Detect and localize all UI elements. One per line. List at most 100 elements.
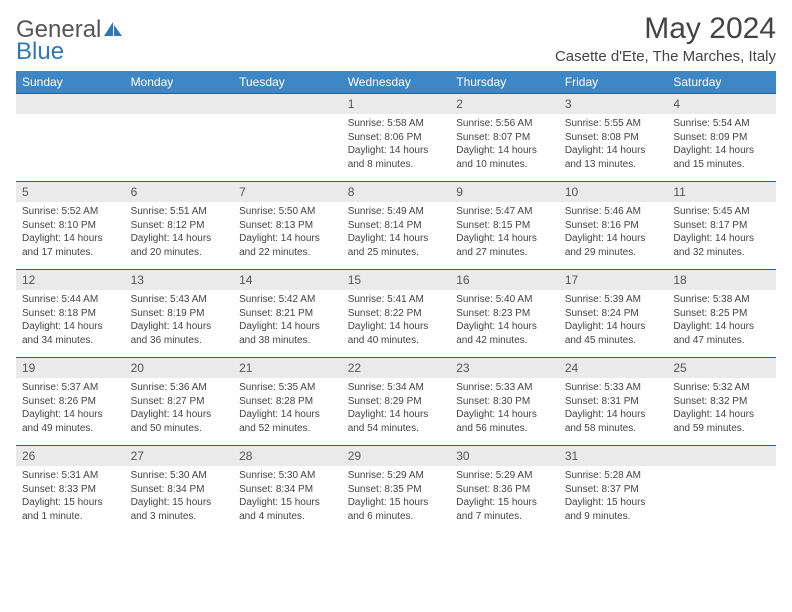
day-body: Sunrise: 5:42 AMSunset: 8:21 PMDaylight:…: [233, 290, 342, 351]
day-line: Sunrise: 5:30 AM: [239, 469, 336, 483]
calendar-cell: 11Sunrise: 5:45 AMSunset: 8:17 PMDayligh…: [667, 181, 776, 269]
day-body: Sunrise: 5:33 AMSunset: 8:30 PMDaylight:…: [450, 378, 559, 439]
day-header: Monday: [125, 71, 234, 93]
calendar-cell: 6Sunrise: 5:51 AMSunset: 8:12 PMDaylight…: [125, 181, 234, 269]
day-line: Daylight: 14 hours and 15 minutes.: [673, 144, 770, 171]
day-number: 3: [559, 93, 668, 114]
day-body: Sunrise: 5:40 AMSunset: 8:23 PMDaylight:…: [450, 290, 559, 351]
day-line: Sunset: 8:28 PM: [239, 395, 336, 409]
day-line: Sunrise: 5:28 AM: [565, 469, 662, 483]
day-line: Daylight: 14 hours and 56 minutes.: [456, 408, 553, 435]
day-number: 14: [233, 269, 342, 290]
day-header: Friday: [559, 71, 668, 93]
day-number: 18: [667, 269, 776, 290]
day-line: Daylight: 14 hours and 17 minutes.: [22, 232, 119, 259]
day-line: Sunrise: 5:45 AM: [673, 205, 770, 219]
day-body: Sunrise: 5:30 AMSunset: 8:34 PMDaylight:…: [125, 466, 234, 527]
calendar-cell: 17Sunrise: 5:39 AMSunset: 8:24 PMDayligh…: [559, 269, 668, 357]
day-number: 4: [667, 93, 776, 114]
day-line: Sunset: 8:12 PM: [131, 219, 228, 233]
day-number: [233, 93, 342, 114]
day-number: 26: [16, 445, 125, 466]
logo-text-blue: Blue: [16, 40, 123, 64]
day-number: 21: [233, 357, 342, 378]
day-header: Sunday: [16, 71, 125, 93]
day-line: Sunset: 8:34 PM: [239, 483, 336, 497]
day-line: Sunrise: 5:44 AM: [22, 293, 119, 307]
day-line: Sunrise: 5:33 AM: [565, 381, 662, 395]
day-line: Daylight: 15 hours and 4 minutes.: [239, 496, 336, 523]
day-header: Saturday: [667, 71, 776, 93]
day-header-row: SundayMondayTuesdayWednesdayThursdayFrid…: [16, 71, 776, 93]
day-body: Sunrise: 5:45 AMSunset: 8:17 PMDaylight:…: [667, 202, 776, 263]
day-line: Daylight: 14 hours and 40 minutes.: [348, 320, 445, 347]
day-number: 20: [125, 357, 234, 378]
day-line: Daylight: 14 hours and 49 minutes.: [22, 408, 119, 435]
day-line: Sunset: 8:17 PM: [673, 219, 770, 233]
day-line: Sunset: 8:21 PM: [239, 307, 336, 321]
day-line: Daylight: 14 hours and 58 minutes.: [565, 408, 662, 435]
day-number: 31: [559, 445, 668, 466]
day-line: Sunrise: 5:38 AM: [673, 293, 770, 307]
day-line: Sunrise: 5:37 AM: [22, 381, 119, 395]
day-number: 29: [342, 445, 451, 466]
day-line: Daylight: 14 hours and 8 minutes.: [348, 144, 445, 171]
day-body: Sunrise: 5:38 AMSunset: 8:25 PMDaylight:…: [667, 290, 776, 351]
calendar-cell: 2Sunrise: 5:56 AMSunset: 8:07 PMDaylight…: [450, 93, 559, 181]
day-line: Daylight: 14 hours and 54 minutes.: [348, 408, 445, 435]
calendar-cell: 23Sunrise: 5:33 AMSunset: 8:30 PMDayligh…: [450, 357, 559, 445]
day-body: Sunrise: 5:31 AMSunset: 8:33 PMDaylight:…: [16, 466, 125, 527]
day-line: Sunrise: 5:51 AM: [131, 205, 228, 219]
logo: GeneralBlue: [16, 12, 123, 64]
day-body: Sunrise: 5:52 AMSunset: 8:10 PMDaylight:…: [16, 202, 125, 263]
day-line: Sunset: 8:36 PM: [456, 483, 553, 497]
calendar-table: SundayMondayTuesdayWednesdayThursdayFrid…: [16, 71, 776, 533]
sail-icon: [103, 21, 123, 37]
day-line: Sunrise: 5:49 AM: [348, 205, 445, 219]
day-header: Tuesday: [233, 71, 342, 93]
day-line: Sunrise: 5:40 AM: [456, 293, 553, 307]
calendar-cell: [16, 93, 125, 181]
day-number: 6: [125, 181, 234, 202]
day-line: Sunset: 8:19 PM: [131, 307, 228, 321]
day-line: Sunrise: 5:32 AM: [673, 381, 770, 395]
calendar-week-row: 12Sunrise: 5:44 AMSunset: 8:18 PMDayligh…: [16, 269, 776, 357]
day-line: Daylight: 14 hours and 52 minutes.: [239, 408, 336, 435]
day-body: Sunrise: 5:30 AMSunset: 8:34 PMDaylight:…: [233, 466, 342, 527]
day-line: Sunset: 8:27 PM: [131, 395, 228, 409]
day-number: 22: [342, 357, 451, 378]
calendar-cell: 27Sunrise: 5:30 AMSunset: 8:34 PMDayligh…: [125, 445, 234, 533]
day-body: Sunrise: 5:55 AMSunset: 8:08 PMDaylight:…: [559, 114, 668, 175]
day-line: Daylight: 14 hours and 59 minutes.: [673, 408, 770, 435]
day-line: Sunset: 8:15 PM: [456, 219, 553, 233]
calendar-week-row: 5Sunrise: 5:52 AMSunset: 8:10 PMDaylight…: [16, 181, 776, 269]
day-number: [667, 445, 776, 466]
day-line: Sunset: 8:31 PM: [565, 395, 662, 409]
day-line: Sunrise: 5:56 AM: [456, 117, 553, 131]
calendar-cell: 19Sunrise: 5:37 AMSunset: 8:26 PMDayligh…: [16, 357, 125, 445]
day-body: Sunrise: 5:36 AMSunset: 8:27 PMDaylight:…: [125, 378, 234, 439]
day-line: Daylight: 15 hours and 6 minutes.: [348, 496, 445, 523]
day-number: 16: [450, 269, 559, 290]
calendar-cell: [125, 93, 234, 181]
calendar-cell: 13Sunrise: 5:43 AMSunset: 8:19 PMDayligh…: [125, 269, 234, 357]
day-line: Daylight: 15 hours and 1 minute.: [22, 496, 119, 523]
location-label: Casette d'Ete, The Marches, Italy: [555, 48, 776, 65]
day-body: Sunrise: 5:46 AMSunset: 8:16 PMDaylight:…: [559, 202, 668, 263]
day-number: 8: [342, 181, 451, 202]
day-line: Sunset: 8:10 PM: [22, 219, 119, 233]
day-body: Sunrise: 5:39 AMSunset: 8:24 PMDaylight:…: [559, 290, 668, 351]
day-body: Sunrise: 5:41 AMSunset: 8:22 PMDaylight:…: [342, 290, 451, 351]
day-line: Daylight: 14 hours and 27 minutes.: [456, 232, 553, 259]
day-line: Sunrise: 5:52 AM: [22, 205, 119, 219]
day-body: Sunrise: 5:33 AMSunset: 8:31 PMDaylight:…: [559, 378, 668, 439]
calendar-cell: 21Sunrise: 5:35 AMSunset: 8:28 PMDayligh…: [233, 357, 342, 445]
day-line: Sunrise: 5:50 AM: [239, 205, 336, 219]
calendar-cell: 3Sunrise: 5:55 AMSunset: 8:08 PMDaylight…: [559, 93, 668, 181]
day-body: Sunrise: 5:43 AMSunset: 8:19 PMDaylight:…: [125, 290, 234, 351]
calendar-cell: 15Sunrise: 5:41 AMSunset: 8:22 PMDayligh…: [342, 269, 451, 357]
day-body: Sunrise: 5:44 AMSunset: 8:18 PMDaylight:…: [16, 290, 125, 351]
day-number: 27: [125, 445, 234, 466]
day-number: 7: [233, 181, 342, 202]
calendar-cell: 10Sunrise: 5:46 AMSunset: 8:16 PMDayligh…: [559, 181, 668, 269]
